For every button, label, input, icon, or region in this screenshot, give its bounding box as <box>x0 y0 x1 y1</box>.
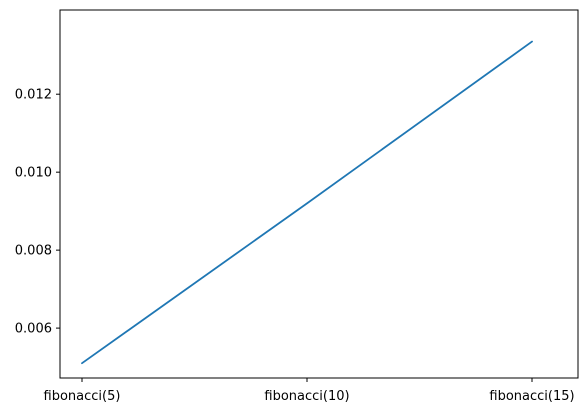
y-tick-label: 0.010 <box>15 166 52 181</box>
series-layer <box>81 40 533 365</box>
y-tick-label: 0.006 <box>15 322 52 337</box>
series-line <box>81 40 533 365</box>
x-tick-label: fibonacci(15) <box>489 389 574 404</box>
x-tick-label: fibonacci(10) <box>264 389 349 404</box>
x-tick-label: fibonacci(5) <box>44 389 121 404</box>
plot-frame <box>59 9 579 379</box>
y-axis: 0.006 0.008 0.010 0.012 <box>15 88 60 337</box>
y-tick-label: 0.012 <box>15 88 52 103</box>
y-tick-label: 0.008 <box>15 244 52 259</box>
x-axis: fibonacci(5) fibonacci(10) fibonacci(15) <box>44 378 575 404</box>
